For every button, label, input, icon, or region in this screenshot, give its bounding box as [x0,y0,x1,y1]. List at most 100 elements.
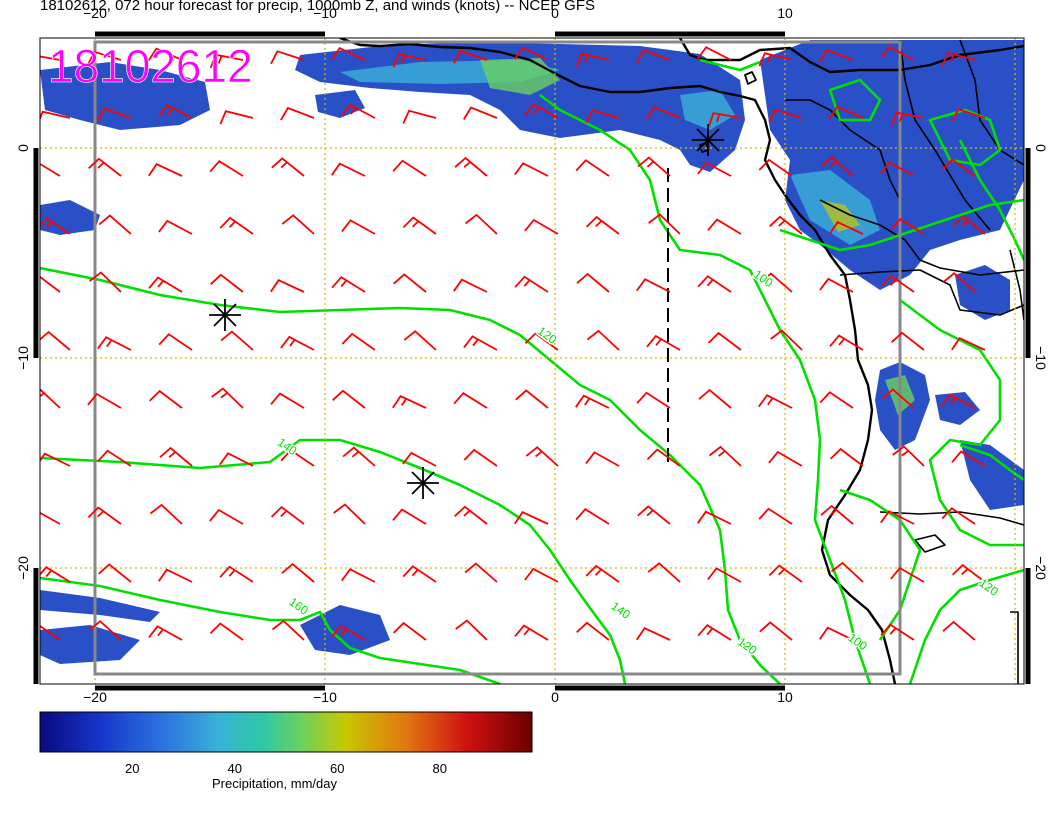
island-bioko [744,71,757,85]
wind-barb [393,273,427,293]
lon-tick-label-bottom-3: 10 [777,689,793,705]
wind-barb [697,510,732,525]
wind-barb [40,162,61,177]
wind-barb [281,214,315,235]
wind-barb [403,330,437,351]
lat-tick-label-right-1: −10 [1033,346,1049,370]
wind-barb [829,221,864,235]
wind-barb [402,565,437,583]
wind-barb [576,272,610,293]
wind-barb [646,105,681,120]
wind-barb [880,161,915,177]
contour-100b [699,58,761,72]
wind-barbs [40,45,986,641]
wind-barb [636,278,671,293]
wind-barb [270,50,305,65]
wind-barb [392,508,427,525]
wind-barb [830,561,864,583]
contour-label-6: 100 [845,630,870,653]
wind-barb [758,394,793,409]
wind-barb [463,106,498,120]
wind-barb [97,336,132,351]
wind-barb [575,508,610,525]
wind-barb [209,508,244,525]
wind-barb [97,449,132,467]
wind-barb [98,214,132,235]
wind-barb [636,627,671,641]
wind-barb [453,278,488,293]
wind-barb [270,392,305,409]
wind-barb [768,450,803,467]
wind-barb [891,331,925,351]
lon-tick-label-bottom-0: −20 [83,689,107,705]
wind-barb [697,46,732,61]
frame-marks [33,31,1031,691]
map-title: 18102612, 072 hour forecast for precip, … [40,0,595,14]
precip-east-blob-3 [935,392,980,425]
wind-barb [148,625,183,641]
border-2 [819,199,1024,276]
wind-barb [87,50,122,65]
coast-lake [914,534,946,553]
wind-barb [89,271,122,293]
wind-barb [220,330,254,351]
contour-label-3: 160 [286,595,311,618]
wind-barb [149,503,183,525]
wind-barb [341,103,376,119]
wind-barb [270,505,305,525]
wind-barb [941,393,976,409]
wind-barb [768,108,803,123]
lon-tick-label-top-1: −10 [313,5,337,21]
wind-barb [941,507,976,525]
wind-barb [819,391,854,409]
precip-west-blob-3 [315,90,365,118]
wind-barb [820,504,854,525]
wind-barb [951,563,986,583]
wind-barb [941,51,976,66]
wind-barb [524,218,559,235]
border-1 [785,99,901,201]
wind-barb [148,163,183,177]
wind-barb [759,621,793,641]
wind-barb [768,564,803,583]
contour-north-h [958,139,1024,261]
wind-barb [280,335,315,351]
wind-barb [646,334,681,351]
graticule [40,38,1024,684]
lat-tick-label-right-0: 0 [1033,144,1049,152]
wind-barb [758,507,793,525]
lon-tick-label-top-2: 0 [551,5,559,21]
coast-south-east [1010,611,1019,684]
wind-barb [40,275,61,293]
wind-barb [392,53,427,68]
wind-barb [270,279,305,293]
border-5 [839,269,1024,316]
lon-tick-label-bottom-2: 0 [551,689,559,705]
wind-barb [332,389,366,409]
wind-barb [636,49,671,64]
wind-barb [453,392,488,409]
wind-barb [87,392,122,409]
wind-barb [707,331,742,351]
wind-barb [87,506,122,525]
date-stamp: 18102612 [48,40,253,92]
lat-tick-label-left-2: −20 [15,556,31,580]
wind-barb [819,48,854,63]
contour-coast-c [908,568,1024,684]
wind-barb [514,624,549,641]
wind-barb [819,626,854,641]
border-3 [899,39,991,231]
wind-barb [209,53,244,69]
wind-barb [514,46,549,61]
wind-barb [453,49,488,64]
wind-barb [280,449,315,467]
marker-2 [407,467,439,499]
colorbar-tick-0: 20 [125,761,139,776]
wind-barb [586,329,620,351]
precip-coast-main [760,40,1024,290]
wind-barb [585,564,620,583]
wind-barb [464,213,498,235]
